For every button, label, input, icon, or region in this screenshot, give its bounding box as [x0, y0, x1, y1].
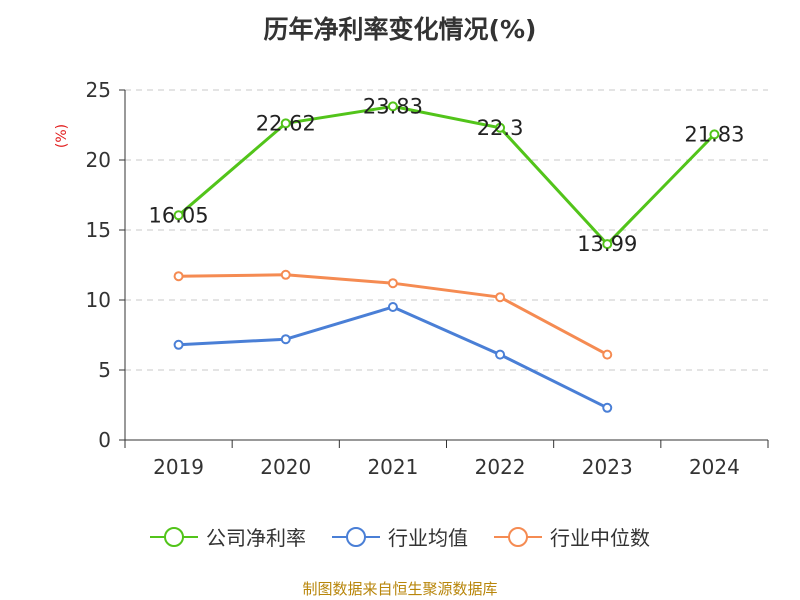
- x-tick-label: 2024: [689, 455, 740, 479]
- source-note: 制图数据来自恒生聚源数据库: [302, 580, 498, 598]
- legend-item[interactable]: 行业均值: [332, 522, 468, 551]
- y-tick-label: 25: [86, 78, 111, 102]
- data-point: [495, 122, 506, 133]
- data-point: [280, 334, 291, 345]
- data-labels: 16.05 22.62 23.83 22.3 13.99 21.83: [149, 94, 745, 256]
- legend-swatch: [332, 526, 380, 547]
- x-tick-label: 2020: [260, 455, 311, 479]
- data-point: [602, 402, 613, 413]
- y-tick-label: 15: [86, 218, 111, 242]
- legend-swatch-marker: [508, 526, 528, 547]
- y-tick-label: 20: [86, 148, 111, 172]
- data-point: [387, 278, 398, 289]
- data-label: 22.62: [256, 111, 316, 135]
- x-tick-label: 2019: [153, 455, 204, 479]
- axes: 0 5 10 15 20 25 2019 2020 2021 2022 2023 2024: [86, 78, 769, 479]
- legend: 公司净利率 行业均值 行业中位数: [0, 522, 800, 551]
- data-label: 16.05: [149, 203, 209, 227]
- legend-swatch: [150, 526, 198, 547]
- data-point: [387, 101, 398, 112]
- data-label: 21.83: [684, 122, 744, 146]
- data-point: [173, 339, 184, 350]
- series-line: [178, 305, 608, 410]
- data-point: [280, 269, 291, 280]
- x-tick-label: 2021: [367, 455, 418, 479]
- data-point: [495, 349, 506, 360]
- data-point: [602, 349, 613, 360]
- series-lines: [173, 101, 720, 413]
- data-label: 22.3: [477, 116, 524, 140]
- data-point: [387, 302, 398, 312]
- legend-item[interactable]: 公司净利率: [150, 522, 306, 551]
- x-tick-label: 2022: [475, 455, 526, 479]
- data-point: [709, 129, 720, 140]
- legend-label: 公司净利率: [206, 526, 306, 550]
- legend-swatch-marker: [346, 526, 366, 547]
- chart-title: 历年净利率变化情况(%): [263, 15, 537, 44]
- x-tick-label: 2023: [582, 455, 633, 479]
- data-point: [173, 210, 184, 221]
- data-label: 23.83: [363, 94, 423, 118]
- data-point: [173, 271, 184, 282]
- grid-lines: [125, 89, 768, 371]
- data-point: [602, 239, 613, 250]
- legend-label: 行业均值: [388, 526, 468, 550]
- legend-item[interactable]: 行业中位数: [494, 522, 650, 551]
- legend-swatch: [494, 526, 542, 547]
- data-point: [280, 118, 291, 129]
- y-tick-label: 5: [98, 358, 111, 382]
- series-line: [177, 104, 716, 246]
- legend-label: 行业中位数: [550, 526, 650, 550]
- y-tick-label: 10: [86, 288, 111, 312]
- y-tick-label: 0: [98, 428, 111, 452]
- legend-swatch-marker: [164, 526, 184, 547]
- data-label: 13.99: [577, 232, 637, 256]
- data-point: [495, 292, 506, 303]
